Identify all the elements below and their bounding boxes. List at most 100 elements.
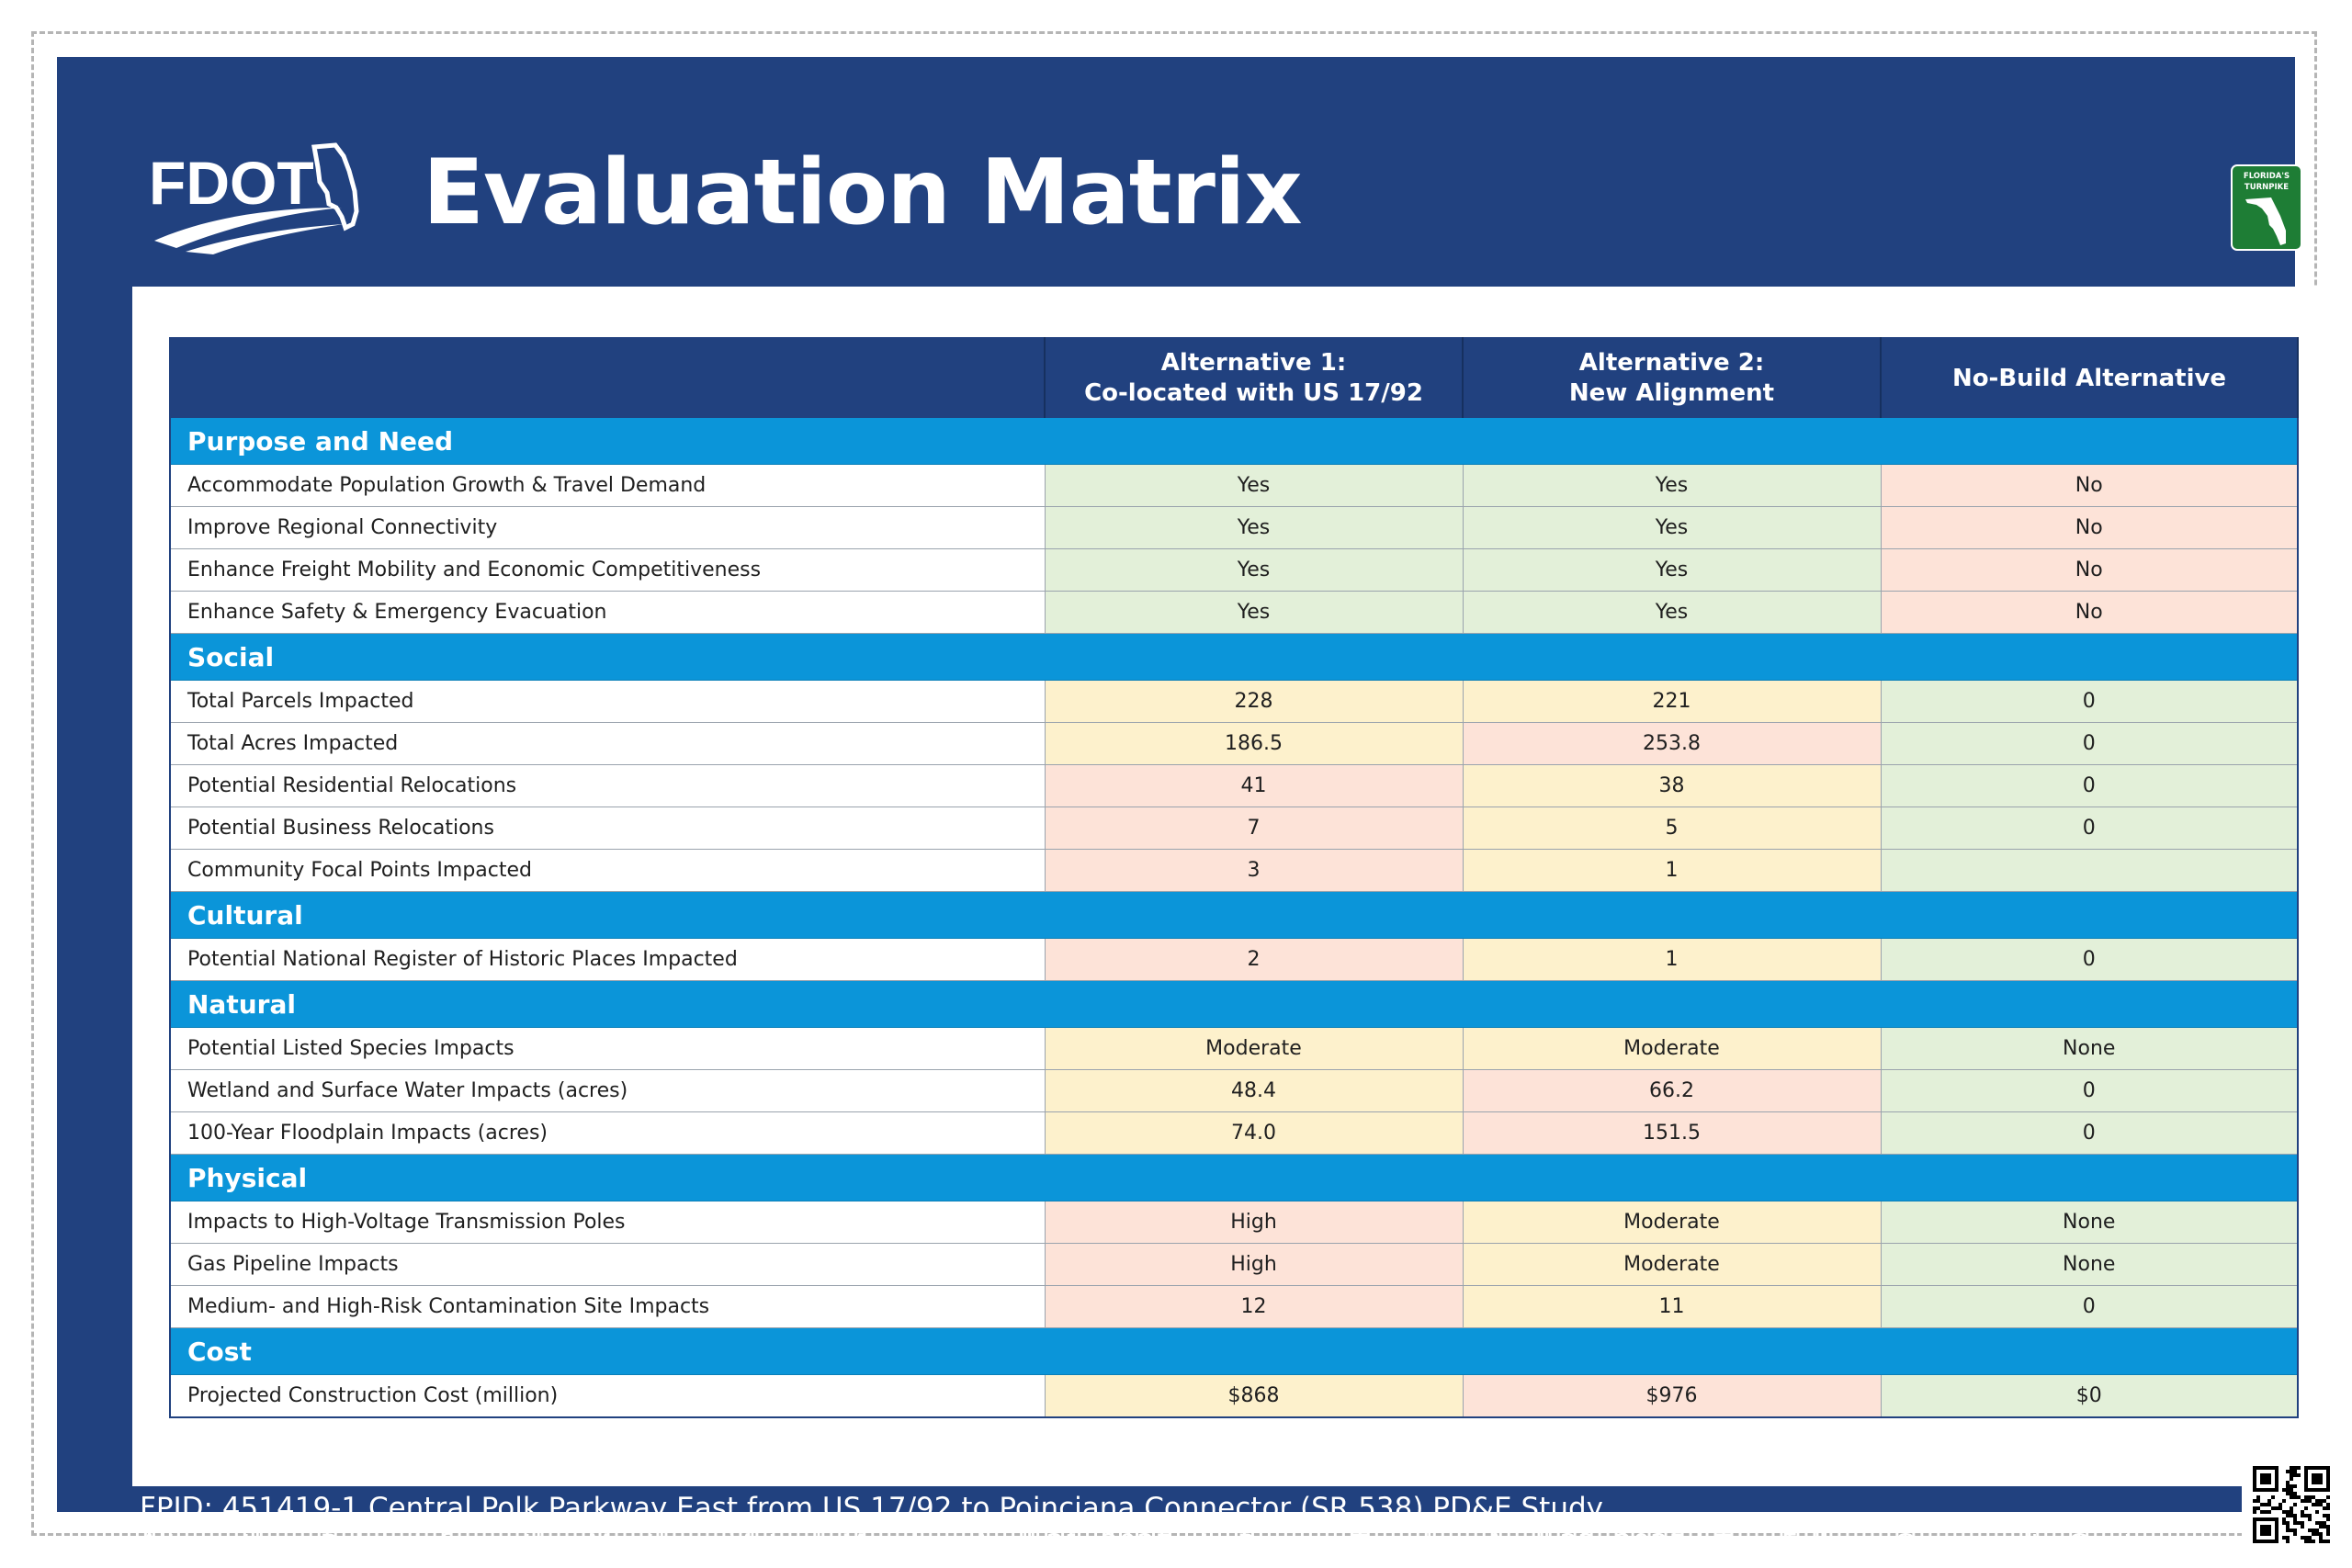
value-cell: 1 [1462, 938, 1882, 981]
value-cell: No [1880, 591, 2299, 634]
fdot-logo-text: FDOT [149, 149, 314, 217]
header-alternative-2: Alternative 2: New Alignment [1463, 338, 1882, 418]
value-cell: 7 [1044, 807, 1464, 850]
value-cell: 0 [1880, 680, 2299, 723]
table-row: Potential Listed Species Impacts Moderate… [169, 1027, 2299, 1070]
criterion-label: Projected Construction Cost (million) [169, 1374, 1046, 1418]
fdot-logo: FDOT [149, 142, 359, 254]
value-cell: Moderate [1462, 1201, 1882, 1244]
value-cell: 0 [1880, 722, 2299, 765]
header-alternative-1: Alternative 1: Co-located with US 17/92 [1045, 338, 1464, 418]
value-cell: 12 [1044, 1285, 1464, 1328]
footer: FPID: 451419-1 Central Polk Parkway East… [140, 1490, 2164, 1563]
svg-text:FLORIDA'S: FLORIDA'S [2244, 172, 2290, 181]
section-row: Social [170, 633, 2298, 681]
value-cell: 48.4 [1044, 1069, 1464, 1112]
value-cell: 66.2 [1462, 1069, 1882, 1112]
table-row: Gas Pipeline Impacts High Moderate None [169, 1243, 2299, 1286]
value-cell: Moderate [1462, 1027, 1882, 1070]
section-row: Cost [170, 1327, 2298, 1375]
criterion-label: Potential Residential Relocations [169, 764, 1046, 807]
value-cell: 74.0 [1044, 1111, 1464, 1155]
value-cell: None [1880, 1201, 2299, 1244]
page-title: Evaluation Matrix [423, 141, 1303, 245]
criterion-label: Improve Regional Connectivity [169, 506, 1046, 549]
value-cell: Yes [1462, 548, 1882, 592]
criterion-label: 100-Year Floodplain Impacts (acres) [169, 1111, 1046, 1155]
section-title: Cultural [170, 891, 2298, 939]
value-cell: Yes [1462, 591, 1882, 634]
criterion-label: Impacts to High-Voltage Transmission Pol… [169, 1201, 1046, 1244]
value-cell: Yes [1462, 464, 1882, 507]
table-row: Projected Construction Cost (million) $86… [169, 1374, 2299, 1418]
value-cell: $976 [1462, 1374, 1882, 1418]
section-row: Purpose and Need [170, 418, 2298, 465]
value-cell: 2 [1044, 938, 1464, 981]
table-row: Total Parcels Impacted 228 221 0 [169, 680, 2299, 723]
value-cell [1880, 849, 2299, 892]
evaluation-matrix-table: Alternative 1: Co-located with US 17/92 A… [169, 337, 2299, 1418]
footer-meeting-line: Alternatives Public Information Meeting … [140, 1529, 2164, 1562]
table-row: Total Acres Impacted 186.5 253.8 0 [169, 722, 2299, 765]
table-row: Accommodate Population Growth & Travel D… [169, 464, 2299, 507]
value-cell: 11 [1462, 1285, 1882, 1328]
header-no-build: No-Build Alternative [1881, 338, 2299, 418]
value-cell: 151.5 [1462, 1111, 1882, 1155]
footer-study-line: FPID: 451419-1 Central Polk Parkway East… [140, 1492, 1603, 1525]
value-cell: Yes [1044, 464, 1464, 507]
criterion-label: Total Parcels Impacted [169, 680, 1046, 723]
value-cell: 41 [1044, 764, 1464, 807]
table-row: Potential Residential Relocations 41 38 0 [169, 764, 2299, 807]
value-cell: No [1880, 548, 2299, 592]
matrix-body: Purpose and Need Accommodate Population G… [169, 418, 2299, 1418]
table-row: Potential National Register of Historic … [169, 938, 2299, 981]
value-cell: 186.5 [1044, 722, 1464, 765]
value-cell: Yes [1044, 506, 1464, 549]
criterion-label: Potential Listed Species Impacts [169, 1027, 1046, 1070]
value-cell: 0 [1880, 1069, 2299, 1112]
qr-code[interactable] [2242, 1455, 2341, 1554]
table-row: Community Focal Points Impacted 3 1 [169, 849, 2299, 892]
qr-code-icon [2253, 1466, 2330, 1543]
svg-text:TURNPIKE: TURNPIKE [2245, 183, 2289, 192]
value-cell: 0 [1880, 807, 2299, 850]
section-title: Cost [170, 1327, 2298, 1375]
criterion-label: Community Focal Points Impacted [169, 849, 1046, 892]
value-cell: 0 [1880, 938, 2299, 981]
value-cell: 228 [1044, 680, 1464, 723]
table-row: Medium- and High-Risk Contamination Site… [169, 1285, 2299, 1328]
table-row: 100-Year Floodplain Impacts (acres) 74.0 1… [169, 1111, 2299, 1155]
matrix-panel: Alternative 1: Co-located with US 17/92 A… [132, 287, 2334, 1486]
value-cell: 3 [1044, 849, 1464, 892]
table-header-row: Alternative 1: Co-located with US 17/92 A… [170, 338, 2299, 418]
criterion-label: Accommodate Population Growth & Travel D… [169, 464, 1046, 507]
criterion-label: Gas Pipeline Impacts [169, 1243, 1046, 1286]
value-cell: 0 [1880, 1285, 2299, 1328]
value-cell: No [1880, 464, 2299, 507]
criterion-label: Enhance Freight Mobility and Economic Co… [169, 548, 1046, 592]
value-cell: High [1044, 1243, 1464, 1286]
value-cell: Moderate [1462, 1243, 1882, 1286]
criterion-label: Medium- and High-Risk Contamination Site… [169, 1285, 1046, 1328]
section-title: Physical [170, 1154, 2298, 1201]
criterion-label: Total Acres Impacted [169, 722, 1046, 765]
criterion-label: Potential National Register of Historic … [169, 938, 1046, 981]
value-cell: High [1044, 1201, 1464, 1244]
value-cell: Yes [1044, 548, 1464, 592]
value-cell: $0 [1880, 1374, 2299, 1418]
value-cell: No [1880, 506, 2299, 549]
value-cell: 1 [1462, 849, 1882, 892]
value-cell: 253.8 [1462, 722, 1882, 765]
value-cell: 0 [1880, 764, 2299, 807]
value-cell: 0 [1880, 1111, 2299, 1155]
board: FDOT Evaluation Matrix FLORIDA'S TURNPIK… [57, 57, 2341, 1562]
value-cell: Yes [1044, 591, 1464, 634]
value-cell: None [1880, 1027, 2299, 1070]
criterion-label: Wetland and Surface Water Impacts (acres… [169, 1069, 1046, 1112]
table-row: Improve Regional Connectivity Yes Yes No [169, 506, 2299, 549]
value-cell: None [1880, 1243, 2299, 1286]
section-title: Purpose and Need [170, 418, 2298, 465]
section-row: Physical [170, 1154, 2298, 1201]
value-cell: 221 [1462, 680, 1882, 723]
value-cell: 5 [1462, 807, 1882, 850]
